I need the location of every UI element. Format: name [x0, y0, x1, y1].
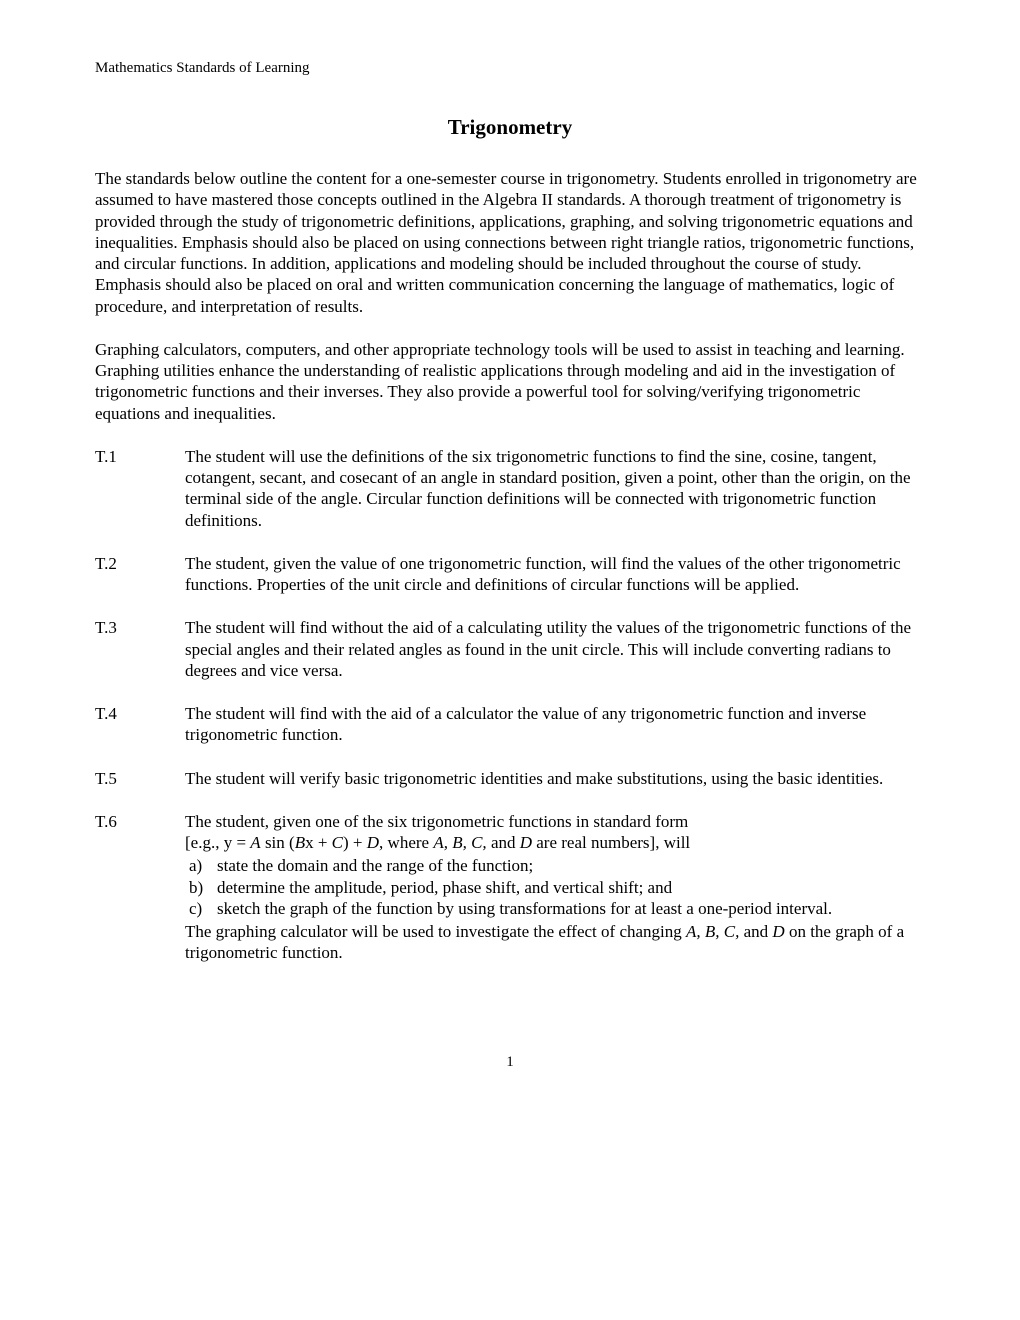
t6-after-text: The graphing calculator will be used to … — [185, 921, 925, 964]
standard-text: The student, given the value of one trig… — [185, 553, 925, 596]
standard-item: T.6 The student, given one of the six tr… — [95, 811, 925, 964]
t6-after-d: D — [772, 922, 784, 941]
standard-item: T.3 The student will find without the ai… — [95, 617, 925, 681]
t6-var-a: A — [250, 833, 260, 852]
t6-formula-mid5: and — [487, 833, 520, 852]
sub-item: c) sketch the graph of the function by u… — [185, 898, 925, 919]
sub-letter: b) — [185, 877, 217, 898]
standard-id: T.6 — [95, 811, 185, 964]
standard-item: T.2 The student, given the value of one … — [95, 553, 925, 596]
standard-text: The student will verify basic trigonomet… — [185, 768, 925, 789]
standard-text: The student will find with the aid of a … — [185, 703, 925, 746]
standard-id: T.5 — [95, 768, 185, 789]
standard-id: T.4 — [95, 703, 185, 746]
standard-text: The student will use the definitions of … — [185, 446, 925, 531]
t6-after-abcd: A, B, C, — [686, 922, 739, 941]
sub-text: state the domain and the range of the fu… — [217, 855, 925, 876]
t6-after-pre: The graphing calculator will be used to … — [185, 922, 686, 941]
t6-var-d2: D — [520, 833, 532, 852]
sub-text: determine the amplitude, period, phase s… — [217, 877, 925, 898]
page-title: Trigonometry — [95, 115, 925, 140]
t6-formula-post: are real numbers], will — [532, 833, 690, 852]
standard-text: The student, given one of the six trigon… — [185, 811, 925, 964]
sub-item: a) state the domain and the range of the… — [185, 855, 925, 876]
intro-paragraph-1: The standards below outline the content … — [95, 168, 925, 317]
page-number: 1 — [95, 1054, 925, 1071]
t6-intro-line1: The student, given one of the six trigon… — [185, 812, 688, 831]
sub-item: b) determine the amplitude, period, phas… — [185, 877, 925, 898]
standard-item: T.1 The student will use the definitions… — [95, 446, 925, 531]
sub-text: sketch the graph of the function by usin… — [217, 898, 925, 919]
sub-letter: c) — [185, 898, 217, 919]
standard-item: T.4 The student will find with the aid o… — [95, 703, 925, 746]
t6-var-c: C — [332, 833, 343, 852]
document-header: Mathematics Standards of Learning — [95, 60, 925, 77]
standard-text: The student will find without the aid of… — [185, 617, 925, 681]
t6-sublist: a) state the domain and the range of the… — [185, 855, 925, 919]
standard-id: T.2 — [95, 553, 185, 596]
t6-var-d: D — [367, 833, 379, 852]
sub-letter: a) — [185, 855, 217, 876]
standard-id: T.3 — [95, 617, 185, 681]
intro-paragraph-2: Graphing calculators, computers, and oth… — [95, 339, 925, 424]
standard-id: T.1 — [95, 446, 185, 531]
t6-vars-abcd: A, B, C, — [433, 833, 486, 852]
t6-formula-mid2: x + — [305, 833, 332, 852]
t6-formula-pre: [e.g., y = — [185, 833, 250, 852]
standard-item: T.5 The student will verify basic trigon… — [95, 768, 925, 789]
t6-formula-mid4: , where — [379, 833, 433, 852]
t6-after-mid: and — [739, 922, 772, 941]
t6-var-b: B — [295, 833, 305, 852]
t6-formula-mid3: ) + — [343, 833, 367, 852]
t6-formula-mid1: sin ( — [261, 833, 295, 852]
